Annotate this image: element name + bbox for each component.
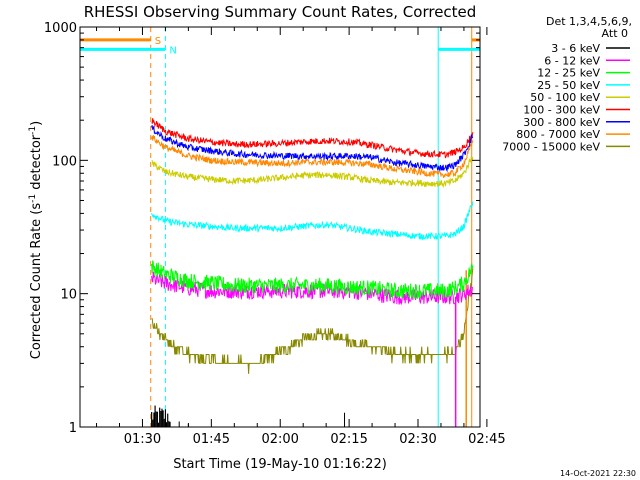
legend-label: 12 - 25 keV — [537, 67, 600, 80]
y-tick-label: 1 — [69, 421, 77, 436]
x-tick-label: 02:15 — [330, 432, 367, 447]
series-300-800-kev — [151, 125, 474, 173]
legend-label: 25 - 50 keV — [537, 79, 600, 92]
legend-label: 3 - 6 keV — [551, 42, 600, 55]
legend-label: 50 - 100 keV — [530, 91, 600, 104]
legend-label: 800 - 7000 keV — [516, 128, 600, 141]
legend-header-2: Att 0 — [602, 27, 628, 40]
series-50-100-kev — [151, 155, 474, 189]
plot-area: SN — [80, 27, 480, 427]
y-axis-label-exp1: -1 — [28, 194, 38, 203]
x-tick-label: 01:45 — [193, 432, 230, 447]
series-100-300-kev — [151, 118, 474, 159]
legend-label: 6 - 12 keV — [544, 54, 600, 67]
plot-clip-group: SN — [80, 27, 480, 427]
series-25-50-kev — [151, 201, 474, 241]
state-bar-label-1: N — [169, 45, 176, 56]
y-axis-label-mid: detector — [29, 134, 44, 194]
axes: 1 10 100 1000 01:30 01:45 02:00 02:15 02:30 02:45 — [44, 21, 506, 447]
y-tick-label: 1000 — [44, 21, 77, 36]
series-12-25-kev — [151, 260, 474, 299]
y-axis-label: Corrected Count Rate (s-1 detector-1) — [28, 121, 44, 359]
plot-frame — [79, 26, 481, 428]
y-axis-label-end: ) — [29, 121, 44, 126]
footer-date: 14-Oct-2021 22:30 — [560, 469, 636, 478]
y-axis-label-main: Corrected Count Rate (s — [29, 203, 44, 360]
series-800-7000-kev — [151, 134, 474, 179]
state-bar-label-0: S — [155, 36, 161, 47]
x-tick-label: 02:00 — [261, 432, 298, 447]
y-tick-label: 100 — [52, 154, 77, 169]
x-axis-label: Start Time (19-May-10 01:16:22) — [173, 457, 387, 472]
legend-label: 300 - 800 keV — [523, 116, 600, 129]
y-axis-label-exp2: -1 — [28, 126, 38, 135]
legend-label: 100 - 300 keV — [523, 104, 600, 117]
x-tick-label: 02:30 — [399, 432, 436, 447]
y-tick-label: 10 — [60, 288, 77, 303]
series-7000-15000-kev — [151, 268, 474, 374]
x-tick-label: 02:45 — [468, 432, 505, 447]
series-3-6-kev — [151, 405, 346, 427]
legend-label: 7000 - 15000 keV — [502, 140, 600, 153]
x-tick-label: 01:30 — [124, 432, 161, 447]
legend-header-1: Det 1,3,4,5,6,9, — [546, 15, 632, 28]
chart-title: RHESSI Observing Summary Count Rates, Co… — [84, 3, 477, 21]
